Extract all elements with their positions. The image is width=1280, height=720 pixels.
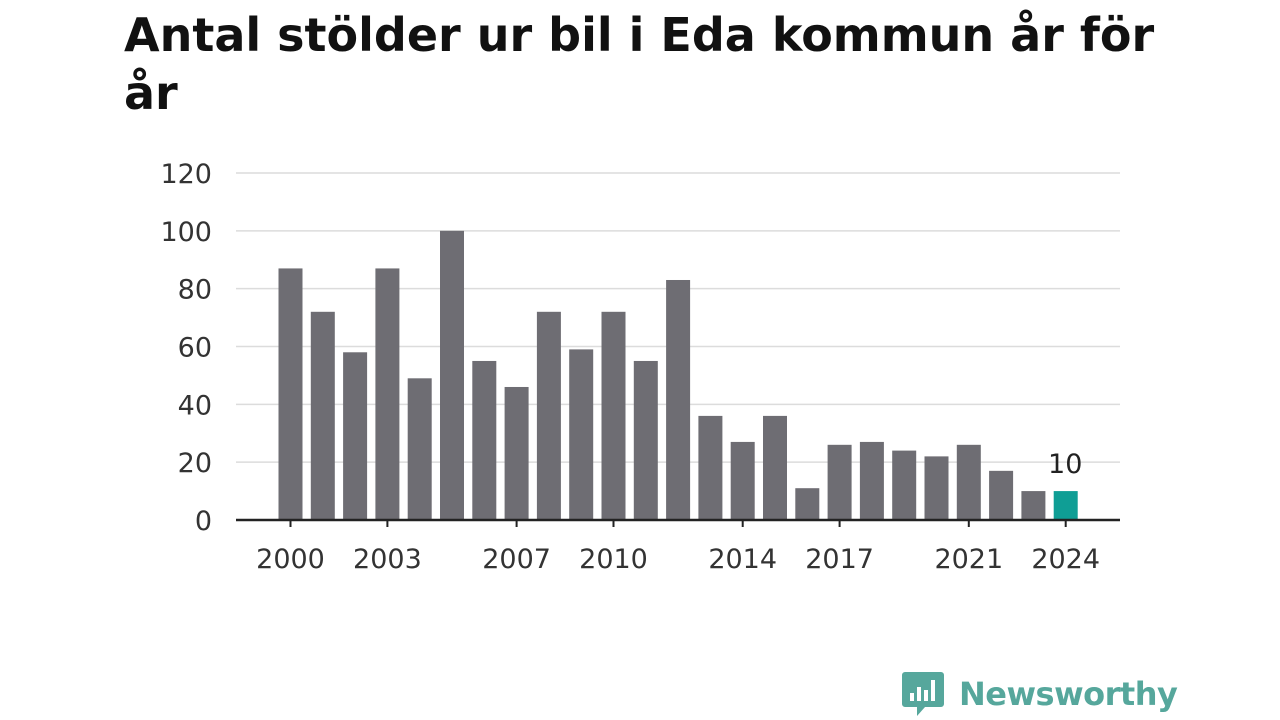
x-tick-label-2010: 2010 [579, 544, 648, 575]
bar-2015 [763, 415, 787, 520]
y-tick-label-100: 100 [160, 217, 212, 248]
bar-2011 [633, 360, 658, 520]
bar-2006 [472, 360, 497, 520]
data-label-2024: 10 [1048, 449, 1082, 480]
data-labels: 10 [1048, 449, 1082, 480]
y-tick-label-40: 40 [178, 390, 212, 421]
newsworthy-chart-bubble-icon [902, 672, 944, 716]
bar-2024 [1053, 491, 1078, 520]
bar-2009 [569, 349, 594, 520]
y-tick-label-60: 60 [178, 333, 212, 364]
bar-2003 [375, 268, 400, 520]
x-tick-label-2014: 2014 [708, 544, 777, 575]
x-tick-label-2003: 2003 [353, 544, 422, 575]
x-tick-label-2007: 2007 [482, 544, 551, 575]
y-tick-label-80: 80 [178, 275, 212, 306]
bar-2016 [795, 488, 820, 520]
y-axis-tick-labels: 0 20 40 60 80 100 120 [160, 159, 212, 537]
bar-2023 [1021, 491, 1046, 520]
y-tick-label-20: 20 [178, 448, 212, 479]
x-tick-label-2021: 2021 [934, 544, 1003, 575]
bar-2018 [859, 441, 884, 520]
bar-2000 [278, 268, 303, 520]
logo-text: Newsworthy [959, 675, 1178, 713]
x-tick-label-2000: 2000 [256, 544, 325, 575]
x-tick-label-2024: 2024 [1031, 544, 1100, 575]
bar-2001 [310, 311, 335, 520]
bars [278, 230, 1078, 521]
bar-2019 [892, 450, 917, 520]
bar-2012 [666, 279, 691, 520]
bar-2010 [601, 311, 626, 520]
x-tick-label-2017: 2017 [805, 544, 874, 575]
bar-2013 [698, 415, 723, 520]
bar-2008 [536, 311, 561, 520]
bar-2002 [343, 352, 368, 520]
newsworthy-logo: Newsworthy [901, 670, 1178, 718]
bar-2017 [827, 444, 852, 520]
chart-title: Antal stölder ur bil i Eda kommun år för… [124, 8, 1155, 120]
bar-chart: 0 20 40 60 80 100 120 2000 2003 2007 2010 2014 2017… [160, 159, 1120, 575]
bar-2021 [956, 444, 981, 520]
bar-2007 [504, 386, 529, 520]
y-tick-label-120: 120 [160, 159, 212, 190]
bar-2014 [730, 441, 755, 520]
bar-2004 [407, 378, 432, 520]
x-axis-tick-labels: 2000 2003 2007 2010 2014 2017 2021 2024 [256, 520, 1100, 575]
bar-2020 [924, 456, 949, 520]
bar-2005 [440, 230, 464, 521]
y-tick-label-0: 0 [195, 506, 212, 537]
bar-2022 [989, 470, 1014, 520]
